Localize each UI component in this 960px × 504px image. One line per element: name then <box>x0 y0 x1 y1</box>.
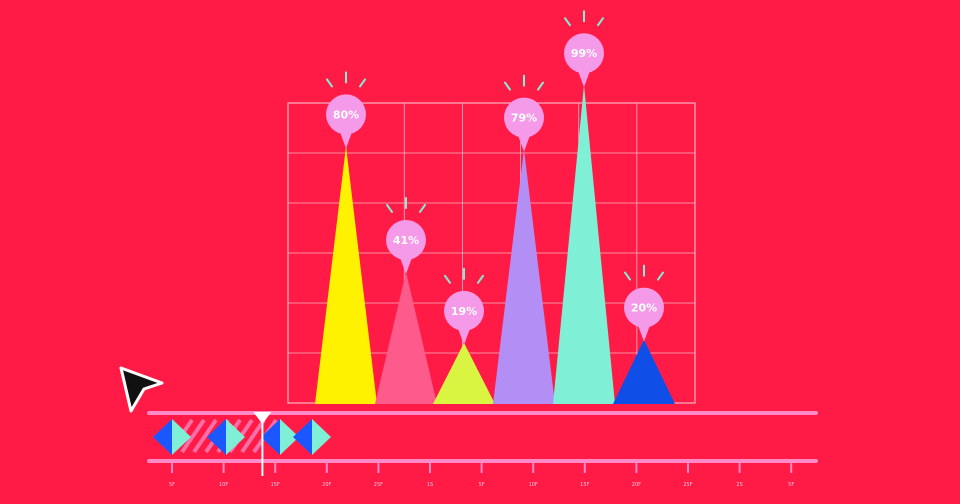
data-label-bubble: 79% <box>504 97 544 152</box>
cursor-shape <box>119 366 164 413</box>
data-label: 80% <box>333 108 359 121</box>
timeline-tick-label: 20F <box>322 482 331 488</box>
bar-triangle <box>553 85 615 404</box>
keyframe-diamond-icon[interactable] <box>153 419 191 455</box>
timeline-tick-label: 25F <box>683 482 692 488</box>
timeline-tick-label: 1S <box>427 482 433 488</box>
data-label: 99% <box>571 47 597 60</box>
bar-triangle <box>493 149 555 404</box>
keyframe-diamond-icon[interactable] <box>261 419 299 455</box>
spark-decoration <box>564 10 604 27</box>
timeline-tick-label: 15F <box>271 482 280 488</box>
keyframe-diamond-icon[interactable] <box>207 419 245 455</box>
spark-decoration <box>444 267 484 284</box>
timeline-tick-label: 20F <box>632 482 641 488</box>
chart-marks <box>315 85 675 404</box>
spark-decoration <box>386 196 426 213</box>
data-label: 19% <box>451 305 477 318</box>
data-label: 79% <box>511 112 537 125</box>
timeline-tick-label: 10F <box>529 482 538 488</box>
timeline-tick-label: 5F <box>169 482 175 488</box>
chart-data-labels: 80% 41% 19% 79% 99% 20% <box>326 10 664 345</box>
data-label: 41% <box>393 234 419 247</box>
timeline-tick-label: 5F <box>788 482 794 488</box>
timeline-tick-label: 15F <box>580 482 589 488</box>
playhead-icon[interactable] <box>253 412 272 476</box>
bar-triangle <box>613 339 675 404</box>
spark-decoration <box>326 71 366 88</box>
data-label-bubble: 19% <box>444 290 484 345</box>
bar-triangle <box>433 342 495 404</box>
keyframe-diamond-icon[interactable] <box>293 419 331 455</box>
timeline-tick-label: 2S <box>736 482 742 488</box>
arrow-cursor-icon <box>119 366 164 413</box>
timeline[interactable]: 5F 10F 15F 20F 25F 1S 5F 10F 15F 20F 25F 2S 5F <box>147 411 818 488</box>
timeline-tick-label: 25F <box>374 482 383 488</box>
spark-decoration <box>624 264 664 281</box>
bar-triangle <box>315 146 377 404</box>
spark-decoration <box>504 74 544 91</box>
data-label-bubble: 41% <box>386 219 426 274</box>
data-label-bubble: 99% <box>564 33 604 88</box>
timeline-tick-label: 5F <box>479 482 485 488</box>
timeline-tick-label: 10F <box>219 482 228 488</box>
data-label-bubble: 20% <box>624 287 664 342</box>
bar-triangle <box>375 271 437 404</box>
data-label: 20% <box>631 302 657 315</box>
data-label-bubble: 80% <box>326 94 366 149</box>
